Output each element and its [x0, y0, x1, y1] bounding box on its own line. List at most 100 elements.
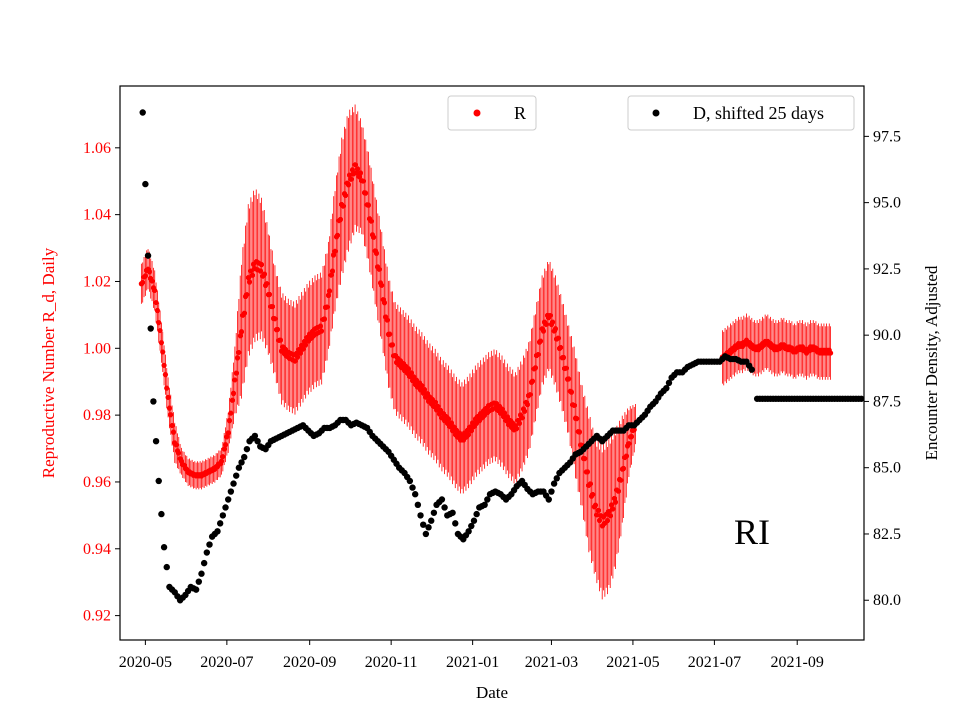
r-point [225, 430, 231, 436]
r-point [327, 288, 333, 294]
r-point [594, 512, 600, 518]
r-point [360, 178, 366, 184]
d-point [663, 384, 670, 392]
y-left-tick-label: 0.98 [83, 407, 111, 424]
y-left-tick-label: 0.92 [83, 608, 111, 625]
r-point [149, 278, 155, 284]
r-point [166, 405, 173, 411]
r-point [236, 349, 242, 356]
x-axis: 2020-05 2020-07 2020-09 2020-11 2021-01 2021-… [119, 640, 824, 671]
r-point [173, 442, 179, 448]
r-point [343, 192, 349, 199]
r-point [319, 328, 325, 334]
r-point [317, 323, 323, 329]
d-point [206, 541, 213, 548]
d-point [198, 570, 205, 577]
r-point [337, 216, 343, 223]
r-point [170, 429, 177, 435]
r-point [514, 426, 520, 432]
r-point [230, 390, 237, 396]
r-point [332, 248, 338, 254]
r-point [445, 416, 452, 422]
d-point [452, 520, 459, 527]
d-point [238, 459, 245, 466]
y-left-tick-label: 1.06 [83, 140, 111, 157]
r-point [381, 300, 388, 306]
r-point [558, 344, 564, 351]
d-point [465, 528, 472, 535]
r-point [237, 333, 243, 339]
d-point [748, 366, 755, 373]
r-point [176, 450, 182, 456]
r-point [387, 331, 393, 337]
r-point [157, 327, 163, 334]
d-point [243, 445, 251, 453]
r-point [162, 372, 169, 378]
r-point [363, 190, 369, 196]
r-series [138, 162, 834, 529]
d-point [414, 501, 422, 509]
r-point [527, 391, 533, 398]
d-point [858, 395, 865, 402]
r-point [258, 261, 265, 268]
d-point [144, 252, 152, 259]
d-point [155, 477, 162, 485]
r-point [530, 378, 536, 384]
d-point [545, 496, 552, 503]
d-point [219, 512, 227, 519]
r-point [540, 328, 547, 334]
r-point [345, 182, 352, 188]
d-point [235, 464, 243, 471]
y-right-tick-label: 92.5 [873, 261, 901, 278]
r-point [269, 303, 275, 310]
d-point [425, 524, 432, 531]
r-point [631, 427, 637, 433]
d-point [160, 544, 168, 551]
r-point [628, 434, 635, 440]
y-right-tick-label: 90.0 [873, 327, 901, 344]
x-tick-label: 2020-05 [119, 654, 172, 671]
r-point [328, 272, 334, 278]
legend-r-marker [473, 109, 481, 117]
r-point [432, 399, 438, 405]
r-point [499, 406, 505, 412]
r-point [300, 346, 306, 352]
d-point [484, 496, 491, 503]
d-point [241, 453, 248, 461]
r-point [468, 428, 474, 434]
r-point [612, 499, 619, 505]
y-right-tick-label: 80.0 [873, 592, 901, 609]
r-point [264, 280, 270, 287]
legend-d: D, shifted 25 days [627, 95, 855, 131]
r-point [379, 282, 385, 288]
x-tick-label: 2020-07 [200, 654, 253, 671]
r-point [610, 506, 616, 512]
r-point [421, 386, 428, 393]
d-point [438, 496, 446, 503]
d-point [139, 109, 146, 116]
legend-r-label: R [514, 103, 526, 123]
r-point [618, 477, 624, 483]
r-point [384, 317, 390, 323]
d-point [417, 512, 424, 519]
state-annotation: RI [734, 512, 770, 552]
d-point [192, 586, 200, 593]
r-point [615, 488, 621, 494]
d-point [409, 484, 416, 491]
d-point [200, 559, 208, 567]
d-point [147, 325, 154, 332]
r-point [245, 275, 251, 281]
y-left-tick-label: 1.04 [83, 207, 111, 224]
d-point [233, 472, 240, 479]
r-point [229, 397, 235, 403]
r-point [325, 292, 331, 298]
d-point [230, 480, 237, 487]
r-point [623, 453, 629, 459]
x-tick-label: 2020-09 [283, 654, 336, 671]
y-right-tick-label: 87.5 [873, 393, 901, 410]
r-point [568, 389, 575, 395]
r-point [550, 319, 556, 325]
x-tick-label: 2021-05 [606, 654, 659, 671]
r-point [275, 326, 281, 333]
